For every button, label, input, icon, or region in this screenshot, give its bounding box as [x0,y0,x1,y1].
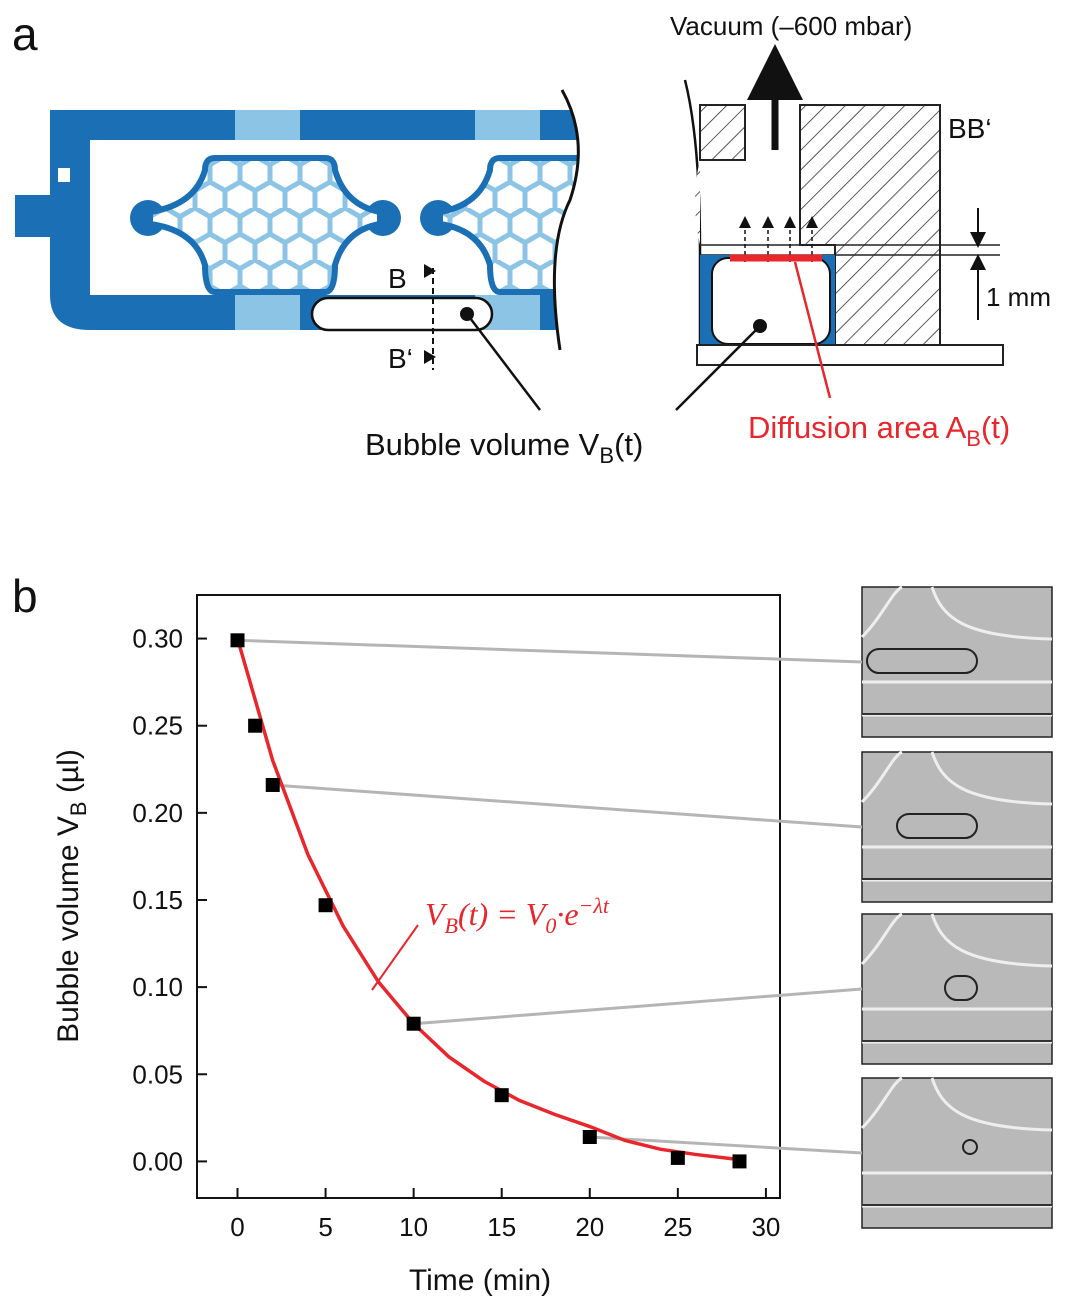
chip-diagram [15,89,640,411]
bubble-label: Bubble volume VB(t) [365,427,643,468]
thumbnail [861,751,1053,903]
thumbnail-channel [860,585,1053,717]
plot-frame [196,594,781,1199]
cross-section [675,44,1004,411]
connector [272,783,863,829]
equation-part: ·e [556,896,578,932]
thumbnail [861,913,1053,1065]
scale-label: 1 mm [986,282,1051,312]
thumbnail-channel [860,912,1053,1044]
equation-leader [371,924,419,991]
panel-label: b [12,570,38,622]
x-tick-label: 10 [399,1212,428,1242]
x-tick-label: 30 [751,1212,780,1242]
fit-line [235,638,740,1162]
data-point [318,898,333,913]
x-tick-label: 25 [663,1212,692,1242]
thumbnail-bubble [896,813,978,839]
y-axis-label: Bubble volume VB (µl) [52,749,91,1043]
thumbnail [861,1077,1053,1229]
equation-part: V [425,896,448,932]
data-point [230,633,245,648]
equation-part: (t) = V [458,896,549,932]
connector [413,987,863,1026]
thumbnail-bubble [866,648,978,674]
data-point [732,1154,747,1169]
cut-label: B‘ [388,343,413,374]
connector [589,1135,863,1155]
thumbnail-bubble [944,975,978,1001]
y-tick-label: 0.15 [132,885,183,915]
thumbnail-bubble [962,1139,978,1155]
data-point [582,1130,597,1145]
fit-equation: VB(t) = V0·e−λt [425,893,610,938]
y-tick-label: 0.10 [132,972,183,1002]
diffusion-label: Diffusion area AB(t) [748,410,1010,451]
cut-label: B [388,263,407,294]
x-tick-label: 5 [318,1212,332,1242]
thumbnail-channel [860,750,1053,882]
data-point [670,1150,685,1165]
x-axis-label: Time (min) [409,1264,551,1297]
data-point [406,1016,421,1031]
thumbnails [860,585,1053,1229]
y-tick-label: 0.25 [132,711,183,741]
data-point [248,718,263,733]
y-tick-label: 0.20 [132,798,183,828]
y-tick-label: 0.05 [132,1059,183,1089]
panel-label: a [12,8,38,60]
equation-part: B [445,913,458,938]
x-tick-label: 15 [487,1212,516,1242]
vacuum-label: Vacuum (–600 mbar) [670,11,912,41]
connector [237,638,863,664]
data-point [494,1088,509,1103]
y-tick-label: 0.00 [132,1146,183,1176]
x-tick-label: 0 [230,1212,244,1242]
thumbnail [861,586,1053,738]
thumbnail-channel [860,1076,1053,1208]
equation-part: 0 [545,913,556,938]
y-tick-label: 0.30 [132,624,183,654]
data-point [265,777,280,792]
equation-part: −λt [579,893,610,918]
x-tick-label: 20 [575,1212,604,1242]
section-label: BB‘ [948,113,992,144]
